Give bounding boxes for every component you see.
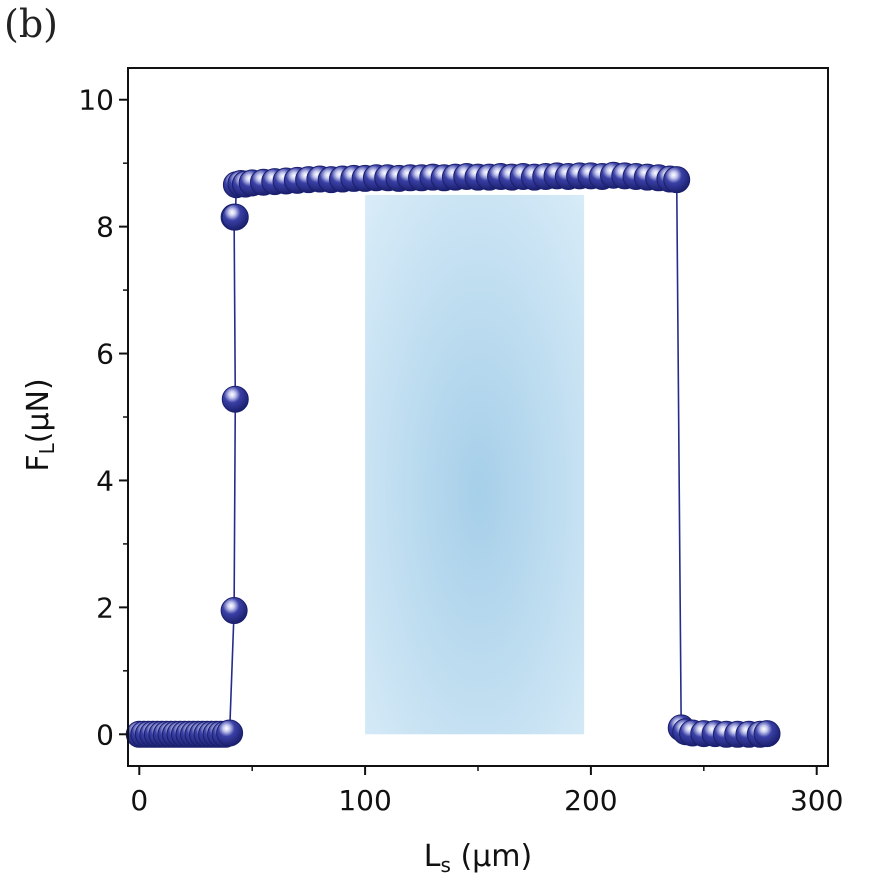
y-tick-label: 0 [96, 718, 114, 751]
data-point [753, 720, 781, 748]
data-point [216, 719, 244, 747]
data-point [221, 385, 249, 413]
y-tick-label: 10 [78, 84, 114, 117]
data-point [221, 203, 249, 231]
x-tick-label: 200 [564, 784, 617, 817]
x-tick-label: 0 [130, 784, 148, 817]
y-tick-label: 2 [96, 591, 114, 624]
y-tick-label: 6 [96, 338, 114, 371]
x-tick-label: 300 [790, 784, 843, 817]
data-point [663, 166, 691, 194]
y-tick-label: 4 [96, 464, 114, 497]
panel-label: (b) [4, 2, 58, 46]
x-tick-label: 100 [338, 784, 391, 817]
x-axis-title: Ls (μm) [424, 839, 532, 877]
data-point [220, 597, 248, 625]
shaded-region [365, 194, 585, 735]
y-axis-title: FL(μN) [21, 378, 59, 471]
y-tick-label: 8 [96, 211, 114, 244]
